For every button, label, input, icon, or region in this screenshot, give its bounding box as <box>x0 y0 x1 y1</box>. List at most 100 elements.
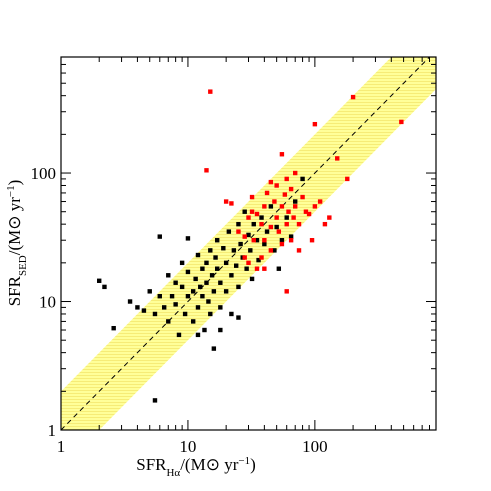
point <box>279 241 285 247</box>
ylabel-part: SED <box>17 255 29 276</box>
point <box>296 248 302 253</box>
y-axis-label: SFRSED/(M⊙ yr−1) <box>5 180 29 307</box>
point <box>274 215 279 220</box>
point <box>236 221 241 227</box>
point <box>176 332 182 338</box>
point <box>262 238 267 243</box>
point <box>185 236 191 241</box>
x-axis-label: SFRHα/(M⊙ yr−1) <box>136 455 256 479</box>
point <box>284 289 289 294</box>
point <box>284 221 289 227</box>
point <box>286 209 291 214</box>
point <box>161 305 167 310</box>
point <box>173 280 178 285</box>
y-tick-label: 10 <box>39 293 56 312</box>
point <box>262 204 267 209</box>
point <box>300 194 305 200</box>
point <box>102 284 107 290</box>
point <box>335 156 340 161</box>
point <box>204 168 209 173</box>
point <box>264 229 270 234</box>
point <box>218 327 223 333</box>
point <box>190 319 196 324</box>
point <box>262 266 267 271</box>
x-tick-label: 10 <box>179 437 196 456</box>
point <box>97 278 102 283</box>
point <box>229 273 234 278</box>
point <box>256 257 261 263</box>
point <box>274 183 279 188</box>
point <box>399 119 404 125</box>
xlabel-part: Hα <box>166 467 180 479</box>
point <box>223 260 229 266</box>
point <box>272 199 277 204</box>
ylabel-part: /(M⊙ yr <box>5 197 24 255</box>
ylabel-part: −1 <box>5 185 17 197</box>
point <box>312 121 318 127</box>
point <box>254 238 260 243</box>
point <box>293 204 298 209</box>
point <box>259 215 264 220</box>
point <box>229 311 234 317</box>
band <box>61 57 436 430</box>
point <box>185 269 191 275</box>
point <box>229 201 234 206</box>
point <box>221 245 226 251</box>
point <box>157 293 162 299</box>
point <box>185 293 191 299</box>
point <box>254 266 260 271</box>
point <box>233 263 239 268</box>
point <box>268 248 274 253</box>
point <box>200 293 205 299</box>
point <box>206 299 211 304</box>
point <box>214 266 220 271</box>
point <box>293 199 298 204</box>
point <box>195 305 201 310</box>
point <box>236 229 241 234</box>
point <box>259 221 264 227</box>
point <box>345 176 350 182</box>
point <box>284 215 289 220</box>
point <box>152 398 158 403</box>
point <box>169 293 175 299</box>
point <box>198 284 203 290</box>
point <box>244 266 249 271</box>
point <box>242 234 247 239</box>
point <box>195 332 201 338</box>
point <box>284 176 289 182</box>
point <box>309 238 315 243</box>
band-layer <box>61 57 436 430</box>
ylabel-part: SFR <box>5 275 24 306</box>
point <box>211 346 217 351</box>
point <box>193 276 198 282</box>
point <box>166 273 171 278</box>
point <box>173 302 178 307</box>
point <box>246 215 251 220</box>
point <box>279 152 285 157</box>
point <box>223 199 229 204</box>
point <box>276 266 282 271</box>
point <box>248 248 253 253</box>
point <box>264 190 270 196</box>
point <box>317 199 323 204</box>
point <box>296 221 302 227</box>
point <box>350 94 356 100</box>
point <box>218 305 223 310</box>
point <box>279 238 285 243</box>
point <box>306 211 312 217</box>
point <box>249 276 255 282</box>
point <box>279 204 285 209</box>
point <box>274 224 279 230</box>
point <box>259 255 264 260</box>
point <box>276 229 282 234</box>
point <box>251 238 256 243</box>
point <box>208 89 213 94</box>
point <box>152 311 158 317</box>
point <box>111 325 116 331</box>
point <box>246 232 251 238</box>
point <box>327 215 332 220</box>
point <box>251 221 256 227</box>
point <box>293 170 298 176</box>
one-to-one-line <box>61 57 431 430</box>
